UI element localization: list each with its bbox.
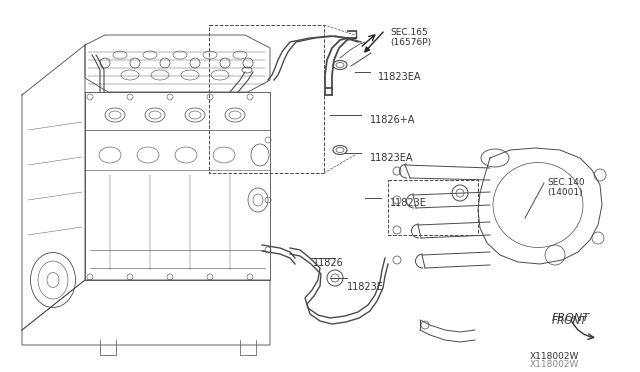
Text: SEC.140: SEC.140 xyxy=(547,178,584,187)
Text: FRONT: FRONT xyxy=(552,313,590,323)
Text: X118002W: X118002W xyxy=(530,360,579,369)
Text: 11823E: 11823E xyxy=(390,198,427,208)
Text: 11823E: 11823E xyxy=(347,282,384,292)
Text: 11826+A: 11826+A xyxy=(370,115,415,125)
Text: X118002W: X118002W xyxy=(530,352,579,361)
Bar xyxy=(209,25,324,173)
Text: (16576P): (16576P) xyxy=(390,38,431,47)
Text: SEC.165: SEC.165 xyxy=(390,28,428,37)
Bar xyxy=(388,180,478,235)
Text: 11826: 11826 xyxy=(313,258,344,268)
Text: 11823EA: 11823EA xyxy=(378,72,422,82)
Text: 11823EA: 11823EA xyxy=(370,153,413,163)
Text: FRONT: FRONT xyxy=(552,316,588,326)
Text: (14001): (14001) xyxy=(547,188,582,197)
